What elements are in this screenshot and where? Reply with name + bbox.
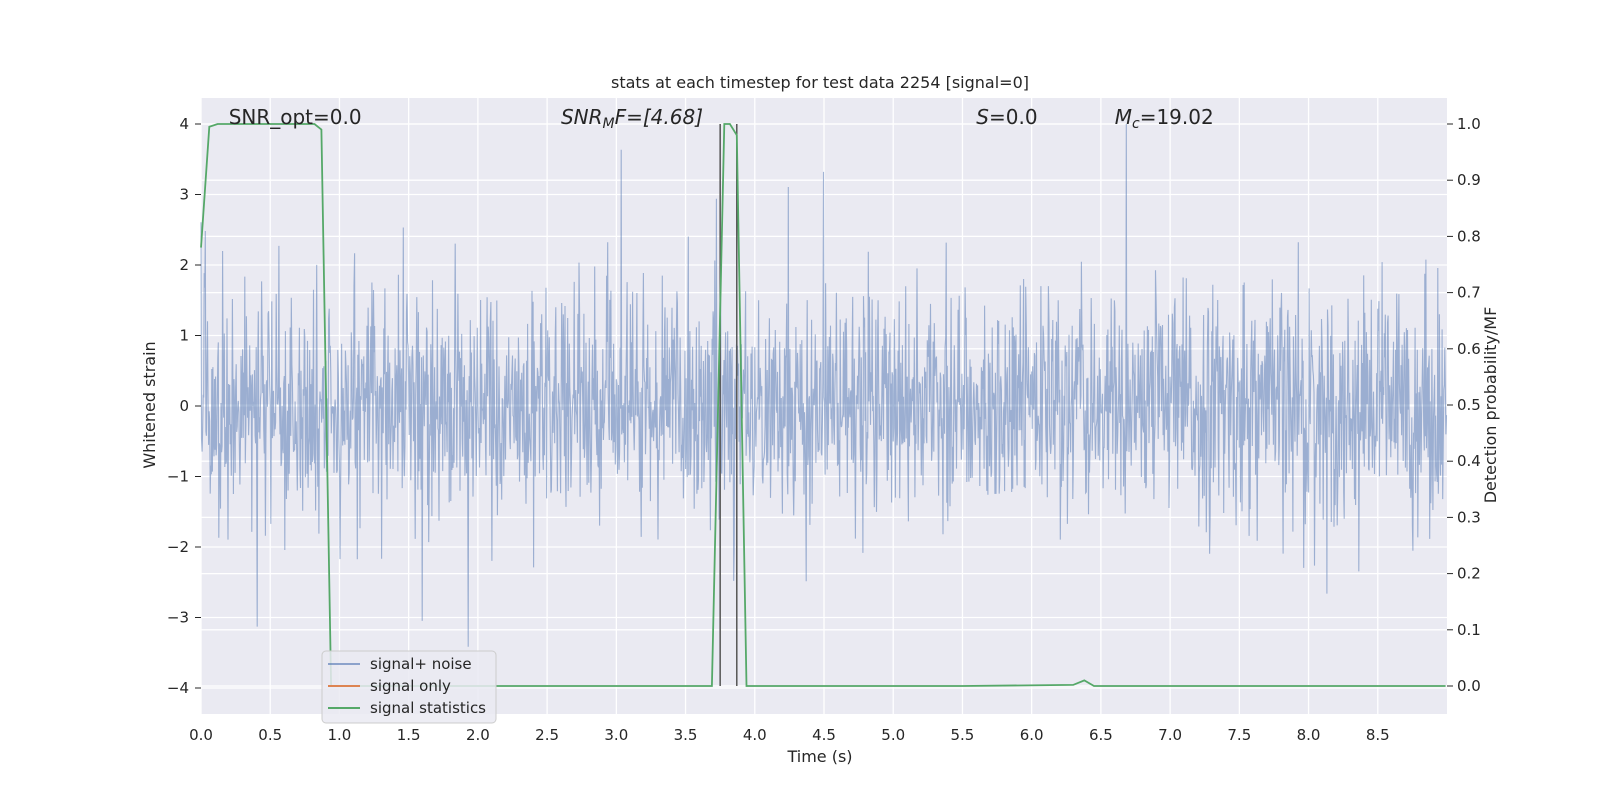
x-tick-label: 0.5 (258, 726, 282, 744)
y2-axis-label: Detection probability/MF (1481, 307, 1500, 504)
x-tick-label: 5.5 (951, 726, 975, 744)
y2-tick-label: 1.0 (1457, 115, 1481, 133)
x-tick-label: 8.0 (1297, 726, 1321, 744)
y-tick-label: 4 (179, 115, 189, 133)
y-tick-label: 3 (179, 186, 189, 204)
stat-annotation: SNRMF=[4.68] (561, 105, 703, 132)
stat-annotation: S=0.0 (976, 105, 1037, 129)
y-tick-label: 2 (179, 256, 189, 274)
vertical-markers (719, 124, 738, 686)
y2-axis-ticks: 1.0 0.9 0.8 0.7 0.6 0.5 0.4 0.3 0.2 0.1 0.0 (1447, 115, 1481, 695)
x-tick-label: 2.0 (466, 726, 490, 744)
y-axis-label: Whitened strain (140, 341, 159, 468)
y2-tick-label: 0.6 (1457, 340, 1481, 358)
stat-annotation: Mc=19.02 (1115, 105, 1214, 132)
y2-tick-label: 0.3 (1457, 508, 1481, 526)
y2-tick-label: 0.2 (1457, 565, 1481, 583)
y2-tick-label: 0.4 (1457, 452, 1481, 470)
signal-noise-series (200, 123, 1448, 647)
signal-noise-line (200, 123, 1448, 647)
annotations: SNR_opt=0.0 SNRMF=[4.68] S=0.0 Mc=19.02 (229, 105, 1214, 132)
x-tick-label: 8.5 (1366, 726, 1390, 744)
y-tick-label: 1 (179, 327, 189, 345)
x-tick-label: 0.0 (189, 726, 213, 744)
y2-tick-label: 0.1 (1457, 621, 1481, 639)
legend: signal+ noise signal only signal statistic… (321, 650, 497, 724)
y2-tick-label: 0.0 (1457, 677, 1481, 695)
y2-tick-label: 0.8 (1457, 227, 1481, 245)
x-tick-label: 2.5 (535, 726, 559, 744)
x-axis-ticks: 0.0 0.5 1.0 1.5 2.0 2.5 3.0 3.5 4.0 4.5 5.0 5.5 6.0 6… (189, 726, 1390, 744)
y2-tick-label: 0.9 (1457, 171, 1481, 189)
y2-tick-label: 0.5 (1457, 396, 1481, 414)
signal-statistics-line (200, 123, 1446, 687)
y-tick-label: 0 (179, 397, 189, 415)
x-tick-label: 1.0 (328, 726, 352, 744)
x-tick-label: 7.0 (1158, 726, 1182, 744)
x-tick-label: 3.5 (674, 726, 698, 744)
stat-annotation: SNR_opt=0.0 (229, 105, 362, 129)
x-tick-label: 4.5 (812, 726, 836, 744)
legend-label: signal only (370, 677, 451, 695)
y-tick-label: −2 (167, 538, 189, 556)
y2-tick-label: 0.7 (1457, 284, 1481, 302)
x-tick-label: 6.0 (1020, 726, 1044, 744)
legend-box (321, 650, 497, 724)
x-tick-label: 1.5 (397, 726, 421, 744)
signal-statistics-series (200, 123, 1446, 687)
y-tick-label: −1 (167, 468, 189, 486)
x-tick-label: 6.5 (1089, 726, 1113, 744)
y-axis-ticks: 4 3 2 1 0 −1 −2 −3 −4 (167, 115, 201, 697)
x-tick-label: 7.5 (1227, 726, 1251, 744)
y-tick-label: −3 (167, 609, 189, 627)
x-tick-label: 5.0 (881, 726, 905, 744)
x-tick-label: 3.0 (604, 726, 628, 744)
x-tick-label: 4.0 (743, 726, 767, 744)
x-axis-label: Time (s) (786, 747, 852, 766)
legend-label: signal statistics (370, 699, 486, 717)
legend-label: signal+ noise (370, 655, 472, 673)
chart-title: stats at each timestep for test data 225… (611, 73, 1029, 92)
y-tick-label: −4 (167, 679, 189, 697)
